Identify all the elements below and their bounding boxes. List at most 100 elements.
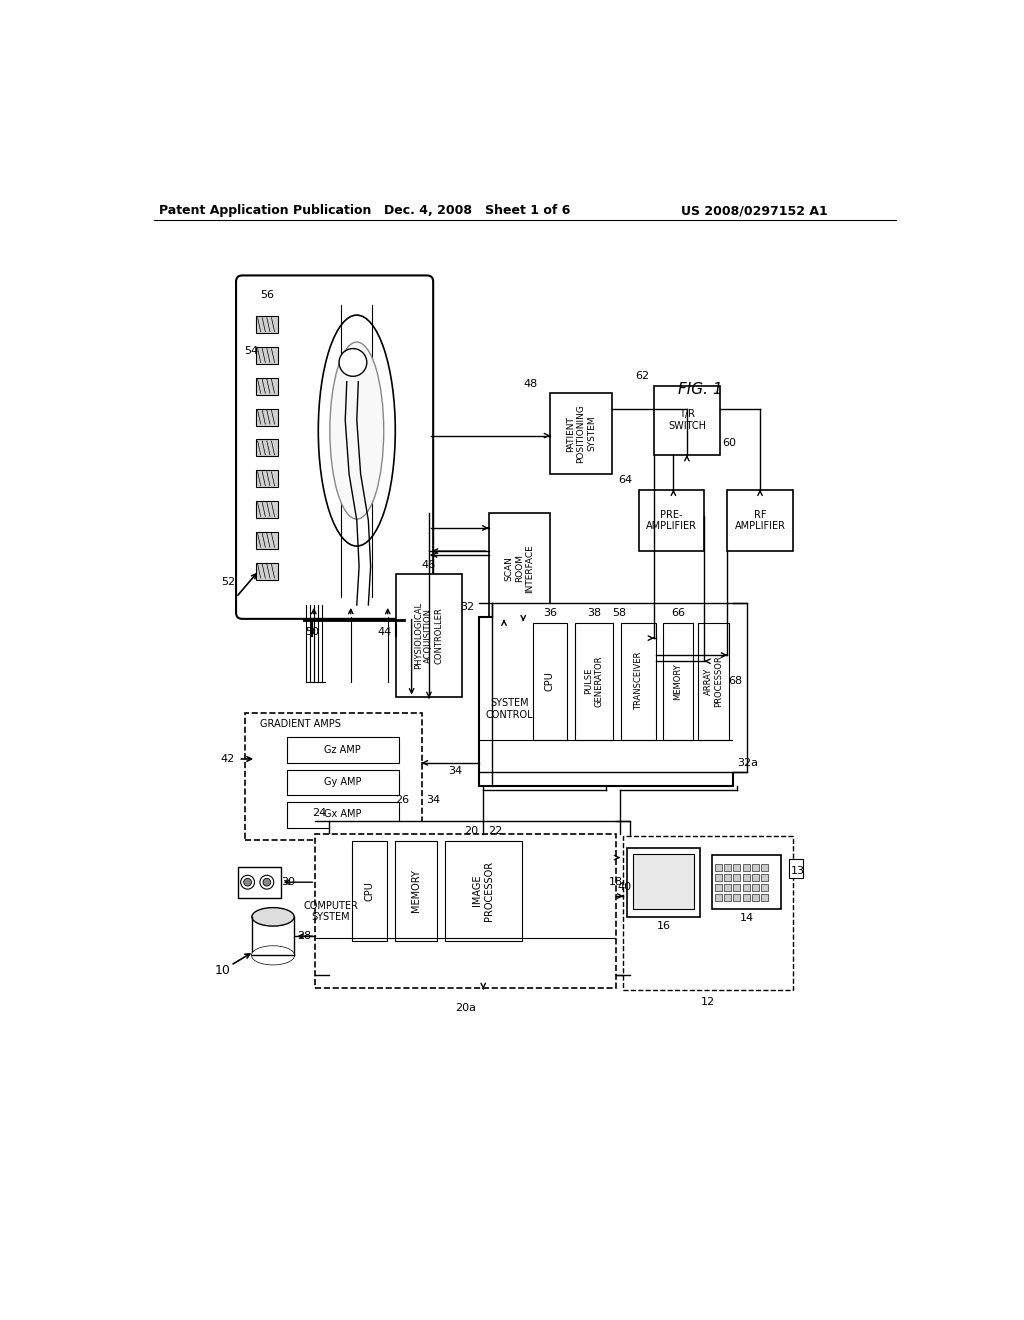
Bar bbox=[256, 378, 278, 395]
Text: PULSE
GENERATOR: PULSE GENERATOR bbox=[585, 656, 604, 708]
Text: 42: 42 bbox=[220, 754, 234, 764]
Text: 30: 30 bbox=[282, 878, 295, 887]
Text: 48: 48 bbox=[524, 379, 538, 389]
Text: MEMORY: MEMORY bbox=[411, 870, 421, 912]
Text: 40: 40 bbox=[617, 882, 632, 892]
Bar bbox=[287, 738, 398, 763]
Bar bbox=[245, 713, 422, 840]
Bar bbox=[396, 574, 462, 697]
Bar bbox=[574, 623, 613, 739]
Text: 38: 38 bbox=[587, 609, 601, 619]
Text: US 2008/0297152 A1: US 2008/0297152 A1 bbox=[681, 205, 827, 218]
Bar bbox=[733, 863, 740, 871]
Text: 32a: 32a bbox=[737, 758, 759, 768]
Bar bbox=[478, 616, 733, 785]
Bar bbox=[733, 884, 740, 891]
Bar bbox=[330, 821, 630, 974]
Bar bbox=[394, 841, 437, 941]
Bar bbox=[315, 834, 615, 989]
Bar bbox=[256, 409, 278, 425]
Text: 14: 14 bbox=[739, 913, 754, 924]
Ellipse shape bbox=[252, 908, 294, 927]
Bar bbox=[444, 841, 521, 941]
Text: Dec. 4, 2008   Sheet 1 of 6: Dec. 4, 2008 Sheet 1 of 6 bbox=[384, 205, 570, 218]
Bar bbox=[761, 863, 768, 871]
Text: Gx AMP: Gx AMP bbox=[324, 809, 361, 820]
Text: 64: 64 bbox=[617, 475, 632, 486]
Circle shape bbox=[260, 875, 273, 890]
Bar bbox=[742, 884, 750, 891]
Circle shape bbox=[339, 348, 367, 376]
Bar bbox=[621, 623, 655, 739]
Bar bbox=[724, 874, 731, 880]
Circle shape bbox=[241, 875, 255, 890]
Text: Gy AMP: Gy AMP bbox=[324, 777, 361, 787]
Circle shape bbox=[244, 878, 252, 886]
Text: PATIENT
POSITIONING
SYSTEM: PATIENT POSITIONING SYSTEM bbox=[566, 404, 596, 463]
Text: MEMORY: MEMORY bbox=[674, 663, 683, 700]
Bar bbox=[752, 884, 759, 891]
Text: 26: 26 bbox=[395, 795, 410, 805]
Text: 62: 62 bbox=[636, 371, 649, 381]
Bar bbox=[712, 855, 781, 909]
Text: 20: 20 bbox=[465, 826, 479, 837]
Bar bbox=[532, 623, 567, 739]
Bar bbox=[287, 770, 398, 795]
Text: 54: 54 bbox=[245, 346, 258, 356]
Circle shape bbox=[263, 878, 270, 886]
FancyBboxPatch shape bbox=[237, 276, 433, 619]
Ellipse shape bbox=[252, 946, 294, 965]
Bar bbox=[727, 490, 793, 552]
Text: SYSTEM
CONTROL: SYSTEM CONTROL bbox=[485, 698, 534, 719]
Text: 13: 13 bbox=[792, 866, 805, 875]
Text: 46: 46 bbox=[422, 560, 436, 570]
Text: 10: 10 bbox=[215, 964, 230, 977]
Bar bbox=[287, 803, 398, 828]
Bar bbox=[256, 502, 278, 517]
Bar bbox=[239, 867, 281, 898]
Bar bbox=[742, 894, 750, 900]
Text: 32: 32 bbox=[460, 602, 474, 612]
Text: 12: 12 bbox=[701, 997, 715, 1007]
Bar bbox=[715, 863, 722, 871]
Bar bbox=[724, 884, 731, 891]
Text: 66: 66 bbox=[671, 609, 685, 619]
Bar bbox=[352, 841, 387, 941]
Text: 22: 22 bbox=[487, 826, 502, 837]
Bar bbox=[715, 874, 722, 880]
Text: SCAN
ROOM
INTERFACE: SCAN ROOM INTERFACE bbox=[505, 544, 535, 593]
Bar bbox=[752, 874, 759, 880]
Text: 50: 50 bbox=[305, 627, 319, 638]
Ellipse shape bbox=[330, 342, 384, 519]
Text: 18: 18 bbox=[608, 878, 623, 887]
Bar bbox=[256, 347, 278, 364]
Text: 20a: 20a bbox=[455, 1003, 476, 1012]
Bar bbox=[724, 894, 731, 900]
Bar bbox=[628, 847, 700, 917]
Bar bbox=[256, 470, 278, 487]
Text: CPU: CPU bbox=[545, 672, 555, 692]
Bar bbox=[742, 863, 750, 871]
Text: PHYSIOLOGICAL
ACQUISITION
CONTROLLER: PHYSIOLOGICAL ACQUISITION CONTROLLER bbox=[414, 602, 443, 669]
Bar bbox=[493, 603, 746, 772]
Bar bbox=[550, 393, 611, 474]
Text: CPU: CPU bbox=[365, 880, 375, 900]
Bar bbox=[715, 894, 722, 900]
Bar bbox=[761, 894, 768, 900]
Text: 34: 34 bbox=[449, 766, 463, 776]
Bar bbox=[256, 317, 278, 333]
Text: 28: 28 bbox=[297, 931, 311, 941]
Bar bbox=[733, 894, 740, 900]
Bar bbox=[742, 874, 750, 880]
Text: 56: 56 bbox=[260, 290, 273, 301]
Text: RF
AMPLIFIER: RF AMPLIFIER bbox=[734, 510, 785, 531]
Text: GRADIENT AMPS: GRADIENT AMPS bbox=[260, 719, 341, 730]
Text: 36: 36 bbox=[543, 609, 557, 619]
Text: 44: 44 bbox=[378, 627, 392, 638]
Bar bbox=[698, 623, 729, 739]
Text: ARRAY
PROCESSOR: ARRAY PROCESSOR bbox=[703, 655, 723, 708]
Text: TRANSCEIVER: TRANSCEIVER bbox=[634, 652, 643, 710]
Text: 52: 52 bbox=[221, 577, 236, 587]
Bar bbox=[639, 490, 705, 552]
Text: 24: 24 bbox=[312, 808, 327, 818]
